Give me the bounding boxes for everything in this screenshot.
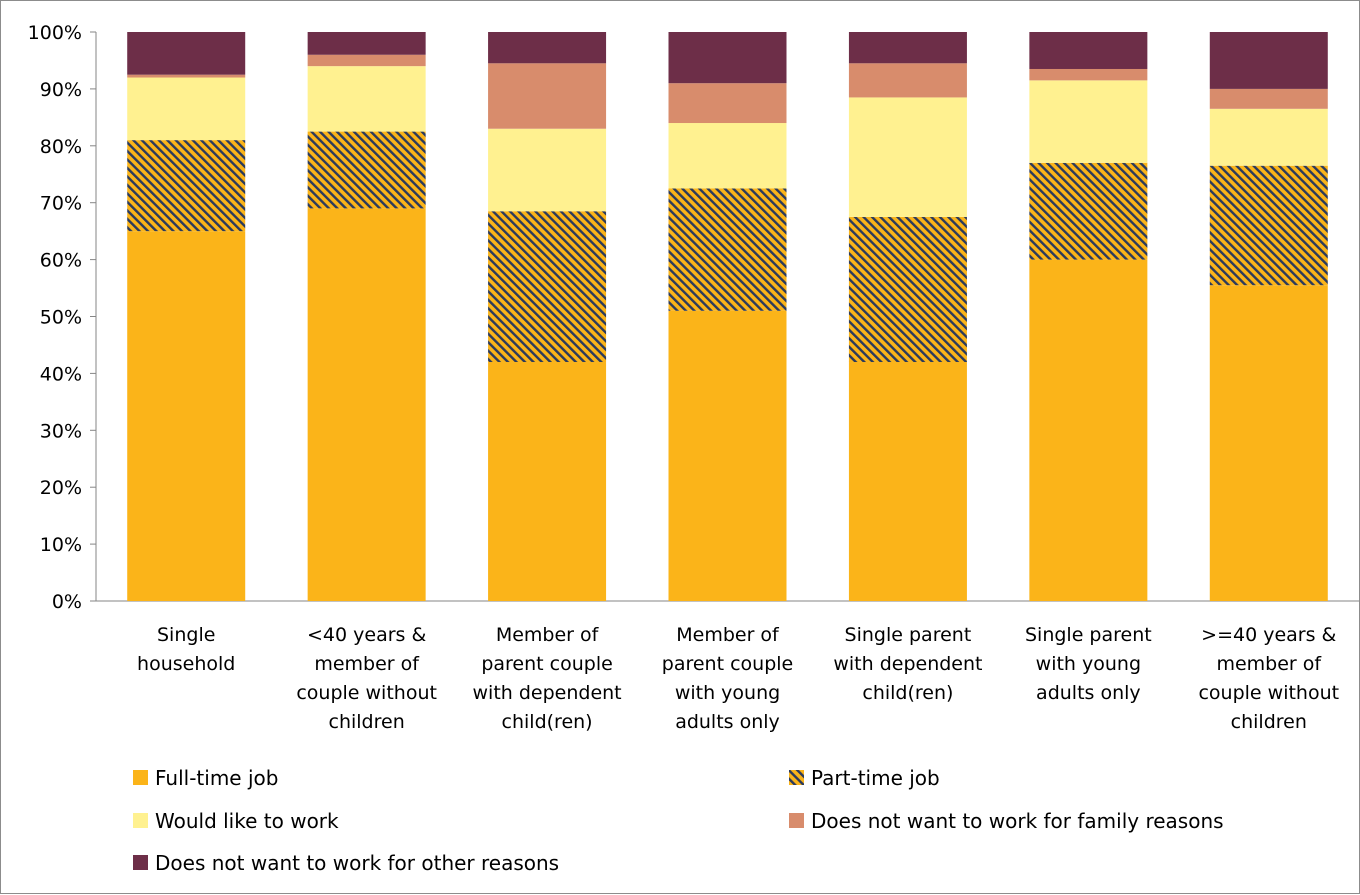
bar-part-time-job-3	[488, 211, 607, 363]
legend-label-does-not-want-to-work-for-other-reasons: Does not want to work for other reasons	[155, 851, 559, 875]
bar-part-time-job-1	[127, 140, 246, 232]
x-tick-label: household	[137, 653, 235, 675]
bar-does-not-want-to-work-for-family-reasons-6	[1029, 68, 1148, 81]
bar-full-time-job-4	[668, 310, 787, 601]
bar-would-like-to-work-2	[307, 66, 426, 132]
bar-part-time-job-6	[1029, 162, 1148, 260]
bar-does-not-want-to-work-for-family-reasons-3	[488, 63, 607, 129]
x-tick-label: parent couple	[662, 653, 793, 675]
legend-swatch-would-like-to-work	[133, 813, 148, 828]
y-tick-label: 70%	[40, 193, 82, 215]
bar-does-not-want-to-work-for-other-reasons-3	[488, 32, 607, 64]
bar-would-like-to-work-6	[1029, 80, 1148, 163]
bar-does-not-want-to-work-for-family-reasons-4	[668, 83, 787, 124]
x-tick-label: Single parent	[845, 624, 972, 646]
x-tick-label: couple without	[296, 682, 437, 704]
legend-label-part-time-job: Part-time job	[811, 766, 940, 790]
bar-does-not-want-to-work-for-other-reasons-7	[1209, 32, 1328, 89]
legend-swatch-does-not-want-to-work-for-family-reasons	[789, 813, 804, 828]
x-tick-label: Single	[157, 624, 215, 646]
x-tick-label: Member of	[676, 624, 780, 646]
legend-swatch-full-time-job	[133, 770, 148, 785]
y-tick-label: 100%	[28, 22, 82, 44]
y-tick-label: 30%	[40, 420, 82, 442]
legend-label-does-not-want-to-work-for-family-reasons: Does not want to work for family reasons	[811, 809, 1224, 833]
bar-part-time-job-7	[1209, 165, 1328, 286]
x-tick-label: child(ren)	[502, 711, 593, 733]
x-tick-label: with dependent	[833, 653, 982, 675]
x-tick-label: parent couple	[481, 653, 612, 675]
legend: Full-time job Part-time job Would like to …	[133, 766, 1224, 875]
bar-does-not-want-to-work-for-family-reasons-1	[127, 74, 246, 78]
bar-does-not-want-to-work-for-family-reasons-7	[1209, 88, 1328, 109]
bar-full-time-job-1	[127, 231, 246, 601]
bars	[127, 32, 1328, 601]
x-tick-label: children	[1231, 711, 1307, 733]
x-tick-label: Member of	[496, 624, 600, 646]
x-tick-label: >=40 years &	[1201, 624, 1336, 646]
bar-would-like-to-work-3	[488, 128, 607, 212]
bar-full-time-job-6	[1029, 259, 1148, 601]
y-tick-label: 40%	[40, 363, 82, 385]
legend-label-full-time-job: Full-time job	[155, 766, 278, 790]
y-tick-label: 10%	[40, 534, 82, 556]
y-tick-label: 0%	[52, 591, 82, 613]
bar-does-not-want-to-work-for-other-reasons-5	[848, 32, 967, 64]
bar-full-time-job-7	[1209, 285, 1328, 601]
x-tick-label: couple without	[1198, 682, 1339, 704]
bar-part-time-job-4	[668, 188, 787, 311]
bar-does-not-want-to-work-for-family-reasons-5	[848, 63, 967, 98]
x-tick-label: <40 years &	[307, 624, 426, 646]
legend-swatch-does-not-want-to-work-for-other-reasons	[133, 855, 148, 870]
bar-part-time-job-5	[848, 216, 967, 363]
x-tick-label: child(ren)	[862, 682, 953, 704]
bar-full-time-job-5	[848, 362, 967, 601]
bar-does-not-want-to-work-for-family-reasons-2	[307, 54, 426, 67]
y-tick-label: 90%	[40, 79, 82, 101]
x-tick-label: with young	[675, 682, 780, 704]
bar-does-not-want-to-work-for-other-reasons-6	[1029, 32, 1148, 69]
legend-swatch-part-time-job	[789, 770, 804, 785]
x-tick-label: Single parent	[1025, 624, 1152, 646]
legend-label-would-like-to-work: Would like to work	[155, 809, 339, 833]
bar-does-not-want-to-work-for-other-reasons-2	[307, 32, 426, 55]
bar-does-not-want-to-work-for-other-reasons-1	[127, 32, 246, 75]
x-tick-label: member of	[314, 653, 420, 675]
x-tick-label: adults only	[675, 711, 780, 733]
axes: 0% 10% 20% 30% 40% 50% 60% 70% 80% 90% 100%	[28, 22, 1359, 613]
bar-would-like-to-work-4	[668, 123, 787, 189]
x-tick-label: with dependent	[473, 682, 622, 704]
bar-full-time-job-2	[307, 208, 426, 601]
y-tick-label: 50%	[40, 307, 82, 329]
bar-would-like-to-work-1	[127, 77, 246, 141]
bar-part-time-job-2	[307, 131, 426, 209]
x-tick-label: children	[329, 711, 405, 733]
y-tick-label: 60%	[40, 250, 82, 272]
y-tick-label: 80%	[40, 136, 82, 158]
x-tick-label: member of	[1216, 653, 1322, 675]
bar-would-like-to-work-7	[1209, 108, 1328, 166]
x-tick-label: adults only	[1036, 682, 1141, 704]
bar-does-not-want-to-work-for-other-reasons-4	[668, 32, 787, 84]
x-axis-labels: Single household <40 years & member of coupl…	[137, 624, 1339, 733]
x-tick-label: with young	[1036, 653, 1141, 675]
bar-would-like-to-work-5	[848, 97, 967, 217]
y-tick-label: 20%	[40, 477, 82, 499]
bar-full-time-job-3	[488, 362, 607, 601]
